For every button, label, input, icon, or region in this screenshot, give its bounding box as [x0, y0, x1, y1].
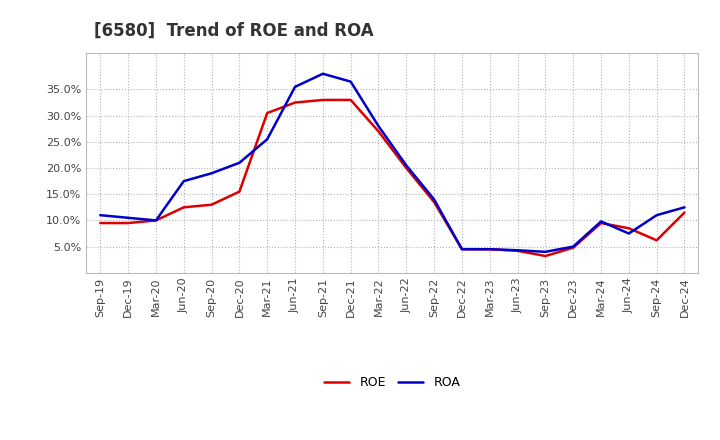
ROE: [624, 226, 633, 231]
ROA: [458, 246, 467, 252]
ROE: [263, 110, 271, 116]
ROA: [235, 160, 243, 165]
ROA: [402, 163, 410, 168]
ROE: [318, 97, 327, 103]
ROA: [291, 84, 300, 89]
Line: ROE: ROE: [100, 100, 685, 256]
ROA: [263, 136, 271, 142]
ROA: [152, 218, 161, 223]
ROE: [207, 202, 216, 207]
ROE: [485, 246, 494, 252]
ROA: [541, 249, 550, 254]
ROE: [402, 165, 410, 171]
ROE: [652, 238, 661, 243]
ROA: [374, 124, 383, 129]
ROE: [179, 205, 188, 210]
ROA: [346, 79, 355, 84]
ROA: [430, 197, 438, 202]
ROE: [235, 189, 243, 194]
ROA: [207, 171, 216, 176]
ROE: [569, 245, 577, 250]
ROE: [680, 210, 689, 215]
ROE: [124, 220, 132, 226]
ROE: [96, 220, 104, 226]
ROA: [652, 213, 661, 218]
ROA: [569, 244, 577, 249]
Line: ROA: ROA: [100, 74, 685, 252]
ROE: [291, 100, 300, 105]
ROE: [374, 129, 383, 134]
ROA: [485, 246, 494, 252]
ROA: [124, 215, 132, 220]
ROE: [430, 199, 438, 205]
ROA: [179, 179, 188, 184]
ROA: [96, 213, 104, 218]
ROA: [597, 219, 606, 224]
ROA: [680, 205, 689, 210]
Text: [6580]  Trend of ROE and ROA: [6580] Trend of ROE and ROA: [94, 22, 373, 40]
ROE: [513, 248, 522, 253]
ROA: [513, 248, 522, 253]
ROE: [346, 97, 355, 103]
ROE: [541, 253, 550, 259]
ROE: [152, 218, 161, 223]
ROA: [624, 231, 633, 236]
ROE: [458, 246, 467, 252]
ROA: [318, 71, 327, 77]
ROE: [597, 220, 606, 226]
Legend: ROE, ROA: ROE, ROA: [320, 371, 465, 394]
